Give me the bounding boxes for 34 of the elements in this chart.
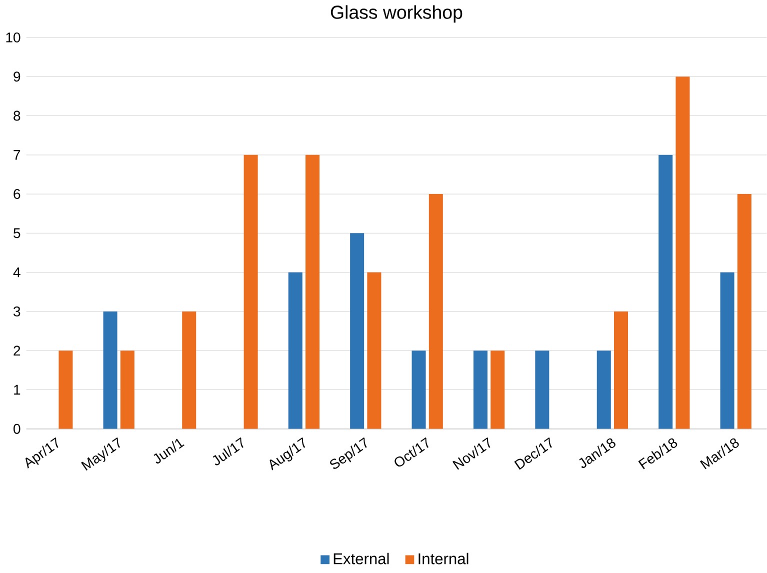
- y-tick-label: 2: [14, 346, 20, 356]
- legend-label: External: [334, 553, 389, 564]
- bar: [103, 312, 118, 430]
- bar: [428, 194, 443, 430]
- bar: [614, 312, 628, 430]
- bar: [676, 76, 690, 430]
- bar: [473, 350, 488, 430]
- y-tick-label: 4: [13, 268, 20, 278]
- bar: [596, 350, 611, 430]
- y-tick-label: 6: [14, 189, 20, 200]
- bar: [244, 155, 258, 430]
- y-tick-label: 8: [14, 110, 20, 121]
- y-tick-label: 5: [14, 228, 20, 238]
- y-tick-label: 3: [14, 306, 20, 317]
- bar: [737, 194, 752, 430]
- y-tick-label: 10: [6, 32, 20, 43]
- y-tick-label: 9: [14, 72, 20, 82]
- chart-title: Glass workshop: [330, 5, 462, 23]
- bar: [120, 350, 134, 430]
- bar: [490, 350, 505, 430]
- bar: [412, 350, 426, 430]
- bar: [535, 350, 550, 430]
- y-tick-label: 0: [14, 424, 20, 434]
- bar: [306, 155, 320, 430]
- bar: [58, 350, 73, 430]
- bar: [720, 272, 734, 430]
- bar: [182, 312, 196, 430]
- legend-label: Internal: [418, 553, 468, 564]
- bar: [288, 272, 302, 430]
- y-tick-label: 7: [14, 150, 20, 160]
- y-tick-label: 1: [14, 385, 20, 395]
- bar: [367, 272, 382, 430]
- bar: [350, 233, 364, 430]
- bar: [658, 155, 673, 430]
